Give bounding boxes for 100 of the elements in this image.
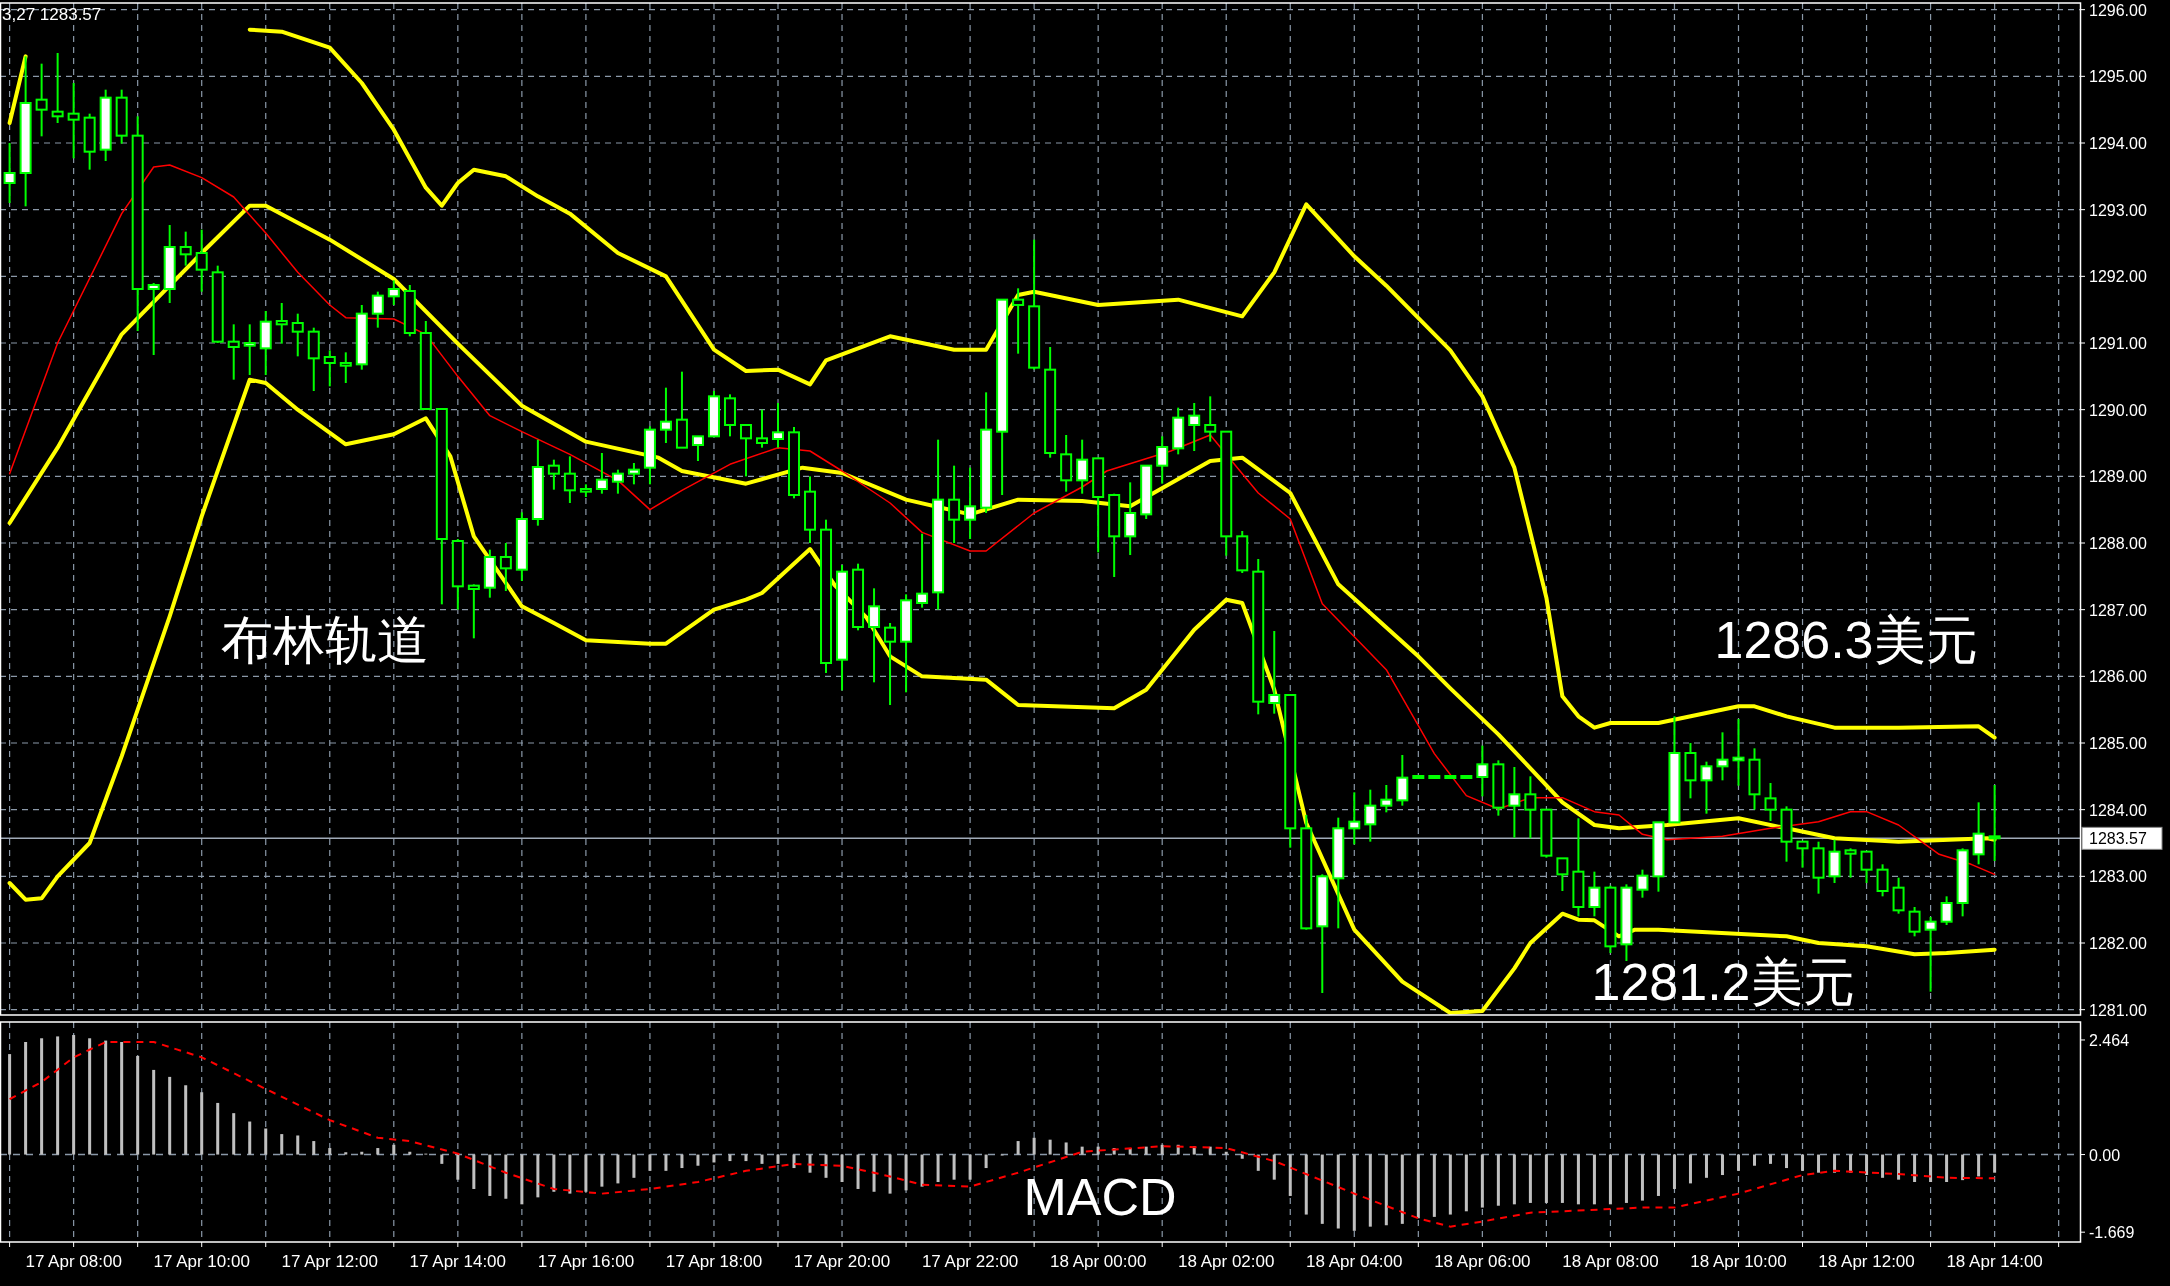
bar (616, 1154, 620, 1184)
bar (1080, 1146, 1084, 1155)
bar (472, 1154, 476, 1189)
y-tick-label: -1.669 (2089, 1224, 2135, 1242)
bar (392, 1144, 396, 1155)
annotation: 布林轨道 (221, 611, 429, 669)
bar (504, 1154, 508, 1199)
bar (1736, 1154, 1740, 1171)
bar (1288, 1154, 1292, 1196)
x-tick-label: 18 Apr 08:00 (1562, 1252, 1659, 1271)
candlestick (291, 312, 304, 358)
bar (664, 1154, 668, 1171)
bar (168, 1076, 172, 1155)
x-tick-label: 18 Apr 02:00 (1178, 1252, 1275, 1271)
bar (1272, 1154, 1276, 1180)
bar (920, 1154, 924, 1187)
candlestick (595, 452, 608, 495)
y-tick-label: 1285.00 (2089, 735, 2147, 752)
x-tick-label: 18 Apr 04:00 (1306, 1252, 1403, 1271)
bar (24, 1042, 28, 1155)
bar (232, 1113, 236, 1155)
candlestick (772, 402, 784, 449)
bar (1769, 1154, 1773, 1164)
x-tick-label: 18 Apr 12:00 (1818, 1252, 1915, 1271)
bar (56, 1036, 60, 1155)
x-tick-label: 17 Apr 16:00 (537, 1252, 635, 1271)
candlestick (1396, 754, 1409, 807)
candlestick (323, 349, 336, 388)
bar (840, 1154, 844, 1182)
bar (936, 1154, 940, 1182)
bar (1448, 1154, 1452, 1215)
bar (1320, 1154, 1324, 1224)
bar (312, 1141, 316, 1155)
bar (1624, 1154, 1628, 1203)
bar (1897, 1154, 1901, 1180)
candlestick (1476, 744, 1489, 798)
bar (1336, 1154, 1340, 1229)
bar (904, 1154, 908, 1191)
bar (104, 1040, 108, 1155)
x-tick-label: 18 Apr 14:00 (1946, 1252, 2043, 1271)
bar (872, 1154, 876, 1192)
y-tick-label: 1293.00 (2089, 201, 2147, 219)
candlestick (1268, 630, 1281, 715)
bar (1032, 1137, 1036, 1155)
bar (456, 1154, 460, 1180)
y-tick-label: 1292.00 (2089, 268, 2147, 286)
candlestick (1428, 775, 1441, 779)
bar (1464, 1154, 1468, 1212)
candlestick (659, 386, 672, 444)
y-tick-label: 1291.00 (2089, 335, 2147, 352)
bar (1240, 1154, 1244, 1159)
candlestick (916, 532, 929, 609)
bar (1416, 1154, 1420, 1219)
bar (1512, 1154, 1516, 1205)
candlestick (499, 542, 512, 592)
bar (296, 1135, 300, 1155)
bar (1913, 1154, 1917, 1182)
candlestick (1732, 718, 1745, 787)
bar (1400, 1154, 1404, 1224)
candlestick (1796, 840, 1809, 869)
candlestick (563, 455, 576, 504)
bar (1576, 1154, 1580, 1205)
bar (1496, 1154, 1500, 1206)
bar (408, 1151, 412, 1155)
bar (1224, 1151, 1228, 1155)
bar (1720, 1154, 1724, 1176)
x-tick-label: 17 Apr 08:00 (25, 1252, 122, 1271)
bar (360, 1151, 364, 1155)
candlestick (627, 462, 640, 486)
y-tick-label: 1290.00 (2089, 401, 2147, 419)
x-tick-label: 17 Apr 14:00 (409, 1252, 507, 1271)
candlestick (1124, 481, 1137, 556)
candlestick (1524, 775, 1537, 840)
bar (280, 1134, 284, 1155)
bar (1945, 1154, 1949, 1182)
bar (744, 1154, 748, 1162)
candlestick (1972, 801, 1985, 866)
candlestick (1716, 731, 1729, 782)
bar (568, 1154, 572, 1194)
bar (1817, 1154, 1821, 1173)
candlestick (1908, 906, 1921, 938)
candlestick (1460, 775, 1473, 779)
bar (968, 1154, 972, 1180)
bar (1432, 1154, 1436, 1217)
bar (1865, 1154, 1869, 1176)
candlestick (1860, 850, 1873, 884)
bar (728, 1154, 732, 1162)
bar (1961, 1154, 1965, 1181)
ref-line-label: 1283.57 (2089, 830, 2147, 848)
x-tick-label: 18 Apr 06:00 (1434, 1252, 1531, 1271)
bar (680, 1154, 684, 1169)
candlestick (1988, 784, 2001, 862)
bar (856, 1154, 860, 1189)
candlestick (739, 424, 752, 478)
bar (888, 1154, 892, 1194)
y-tick-label: 0.00 (2089, 1146, 2121, 1164)
bar (184, 1085, 188, 1155)
x-tick-label: 17 Apr 10:00 (153, 1252, 250, 1271)
candlestick (1764, 782, 1777, 822)
candlestick (1444, 775, 1457, 779)
